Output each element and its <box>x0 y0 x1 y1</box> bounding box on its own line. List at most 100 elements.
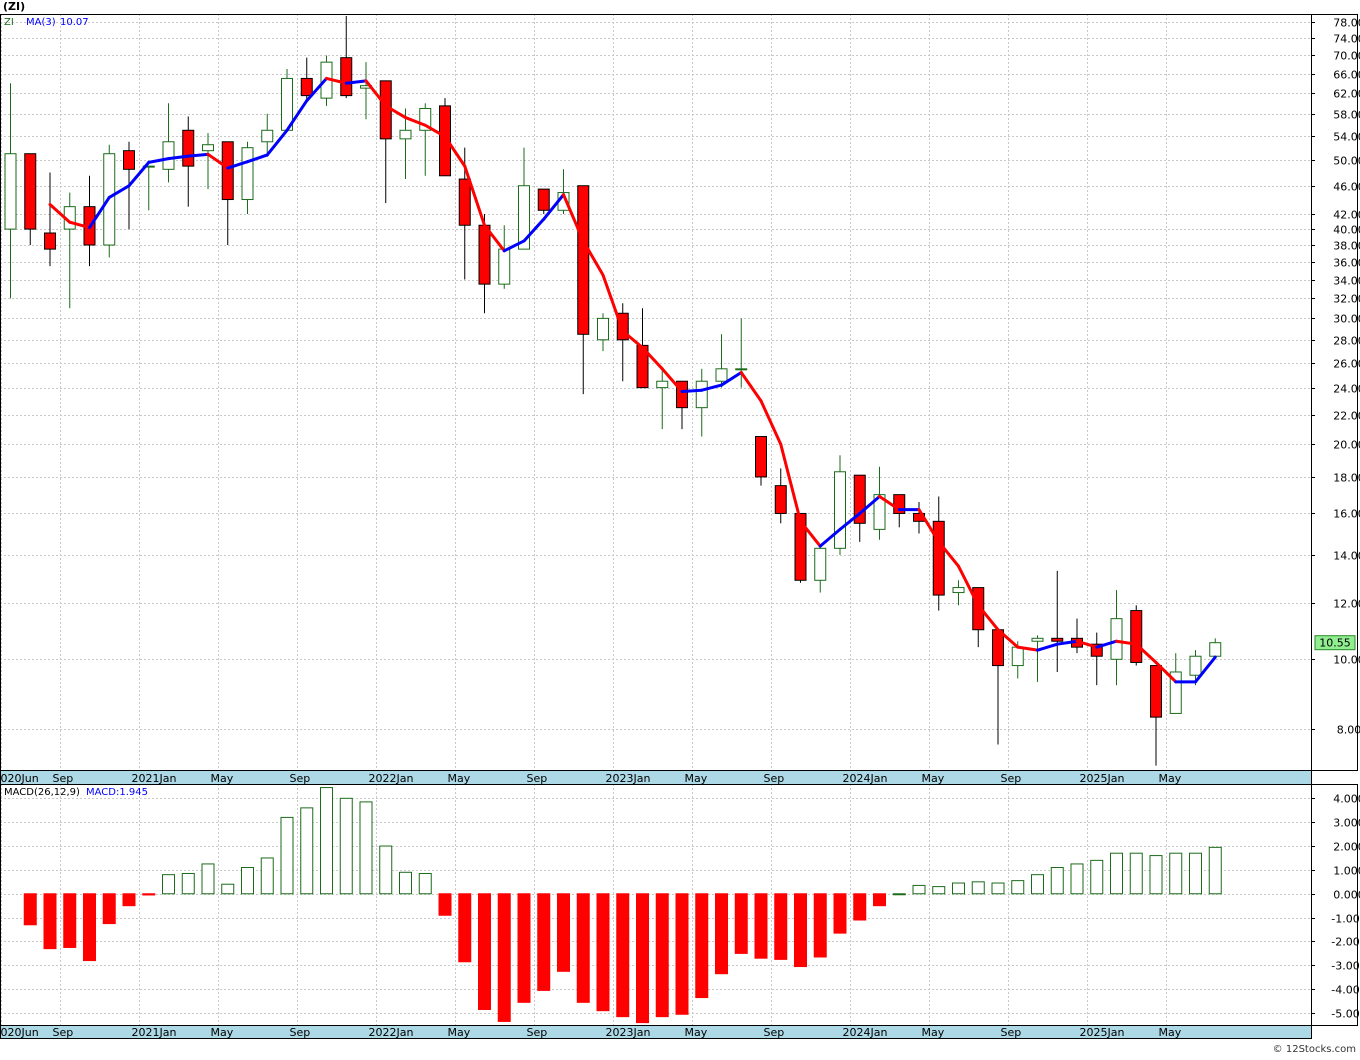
credit-text: © 12Stocks.com <box>1273 1044 1356 1055</box>
candle-body <box>932 520 945 596</box>
ma3-line <box>48 76 1217 684</box>
candle-body <box>1110 618 1123 660</box>
price-tick-label: 12.00 <box>1333 598 1360 611</box>
ma3-segment <box>542 193 565 221</box>
price-date-label: Sep <box>290 772 311 785</box>
macd-bar <box>853 893 867 921</box>
candle <box>182 116 195 207</box>
macd-bar <box>280 816 294 895</box>
macd-bar <box>339 797 353 895</box>
ma3-segment <box>799 519 822 548</box>
macd-bar <box>557 893 570 972</box>
macd-tick-label: 0.000 <box>1333 889 1360 902</box>
candle-body <box>478 224 491 285</box>
ma3-segment <box>68 220 91 230</box>
macd-date-label: 2024Jan <box>843 1026 888 1039</box>
ma3-segment <box>937 540 960 568</box>
price-tick-label: 54.00 <box>1333 131 1360 144</box>
candle <box>360 62 372 120</box>
candle-body <box>893 494 906 514</box>
macd-bar <box>655 893 669 1018</box>
price-tick-label: 66.00 <box>1333 69 1360 82</box>
macd-bar <box>1110 852 1123 895</box>
candle-body <box>202 144 214 152</box>
ma3-segment <box>384 104 407 120</box>
macd-date-label: Sep <box>764 1026 785 1039</box>
candle-body <box>774 485 787 514</box>
price-tick-label: 22.00 <box>1333 410 1360 423</box>
macd-bar <box>517 893 531 1003</box>
candle <box>735 318 748 388</box>
price-date-label: 2024Jan <box>843 772 888 785</box>
price-tick-label: 36.00 <box>1333 257 1360 270</box>
candle <box>202 133 214 190</box>
macd-tick-label: 3.000 <box>1333 817 1360 830</box>
macd-bar <box>1149 855 1163 895</box>
candles <box>4 15 1222 766</box>
ma3-segment <box>976 603 1000 632</box>
ma3-segment <box>562 193 585 243</box>
ma3-segment <box>641 346 664 371</box>
candle <box>162 103 175 183</box>
price-tick-label: 8.00 <box>1337 724 1360 737</box>
price-tick-label: 32.00 <box>1333 293 1360 306</box>
candle-body <box>695 380 708 409</box>
ma3-segment <box>107 184 131 199</box>
macd-legend-label: MACD(26,12,9) <box>4 787 80 798</box>
ma3-segment <box>858 494 881 515</box>
candle <box>814 544 827 593</box>
price-date-label: Sep <box>527 772 548 785</box>
macd-bar <box>458 893 472 963</box>
candle <box>1051 570 1064 672</box>
candle <box>221 141 234 246</box>
price-tick-label: 58.00 <box>1333 109 1360 122</box>
macd-date-label: May <box>1159 1026 1182 1039</box>
macd-bar <box>833 893 847 934</box>
macd-bar <box>695 893 709 999</box>
candle <box>774 468 787 524</box>
candle <box>1110 590 1123 686</box>
candle-body <box>715 368 728 382</box>
ma3-segment <box>601 273 625 333</box>
ma3-segment <box>621 329 644 350</box>
macd-bars <box>23 787 1222 1024</box>
candle <box>1150 665 1162 766</box>
ma3-segment <box>226 160 249 170</box>
ma3-segment <box>818 527 842 548</box>
candle <box>577 185 590 395</box>
candle <box>873 466 886 540</box>
ma3-segment <box>739 370 763 403</box>
macd-bar <box>1129 852 1143 895</box>
last-price-tag <box>1314 635 1356 651</box>
ma3-segment <box>1016 645 1039 652</box>
last-price-label: 10.55 <box>1319 637 1351 650</box>
candle-body <box>735 368 748 371</box>
macd-bar <box>23 893 37 926</box>
ma3-segment <box>483 223 506 253</box>
candle <box>44 172 56 267</box>
macd-bar <box>201 863 215 895</box>
macd-bar <box>1208 846 1222 895</box>
ma3-segment <box>1194 655 1217 684</box>
macd-bar <box>320 787 333 895</box>
macd-date-label: 2023Jan <box>606 1026 651 1039</box>
macd-date-label: May <box>448 1026 471 1039</box>
ma3-segment <box>305 76 328 103</box>
candle-body <box>616 312 629 341</box>
candle <box>281 69 293 131</box>
macd-bar <box>912 884 926 895</box>
price-tick-label: 24.00 <box>1333 383 1360 396</box>
macd-bar <box>991 882 1005 895</box>
candle-body <box>1209 642 1222 657</box>
candle <box>24 153 37 246</box>
macd-bar <box>813 893 827 958</box>
macd-bar <box>971 881 985 895</box>
candle-body <box>4 153 17 230</box>
price-legend-ma: MA(3) <box>26 17 56 28</box>
price-date-label: 2020Jun <box>0 772 39 785</box>
ma3-segment <box>443 135 467 168</box>
price-tick-label: 62.00 <box>1333 88 1360 101</box>
macd-bar <box>379 845 393 895</box>
ma3-segment <box>1154 660 1178 684</box>
ma3-segment <box>127 160 151 188</box>
